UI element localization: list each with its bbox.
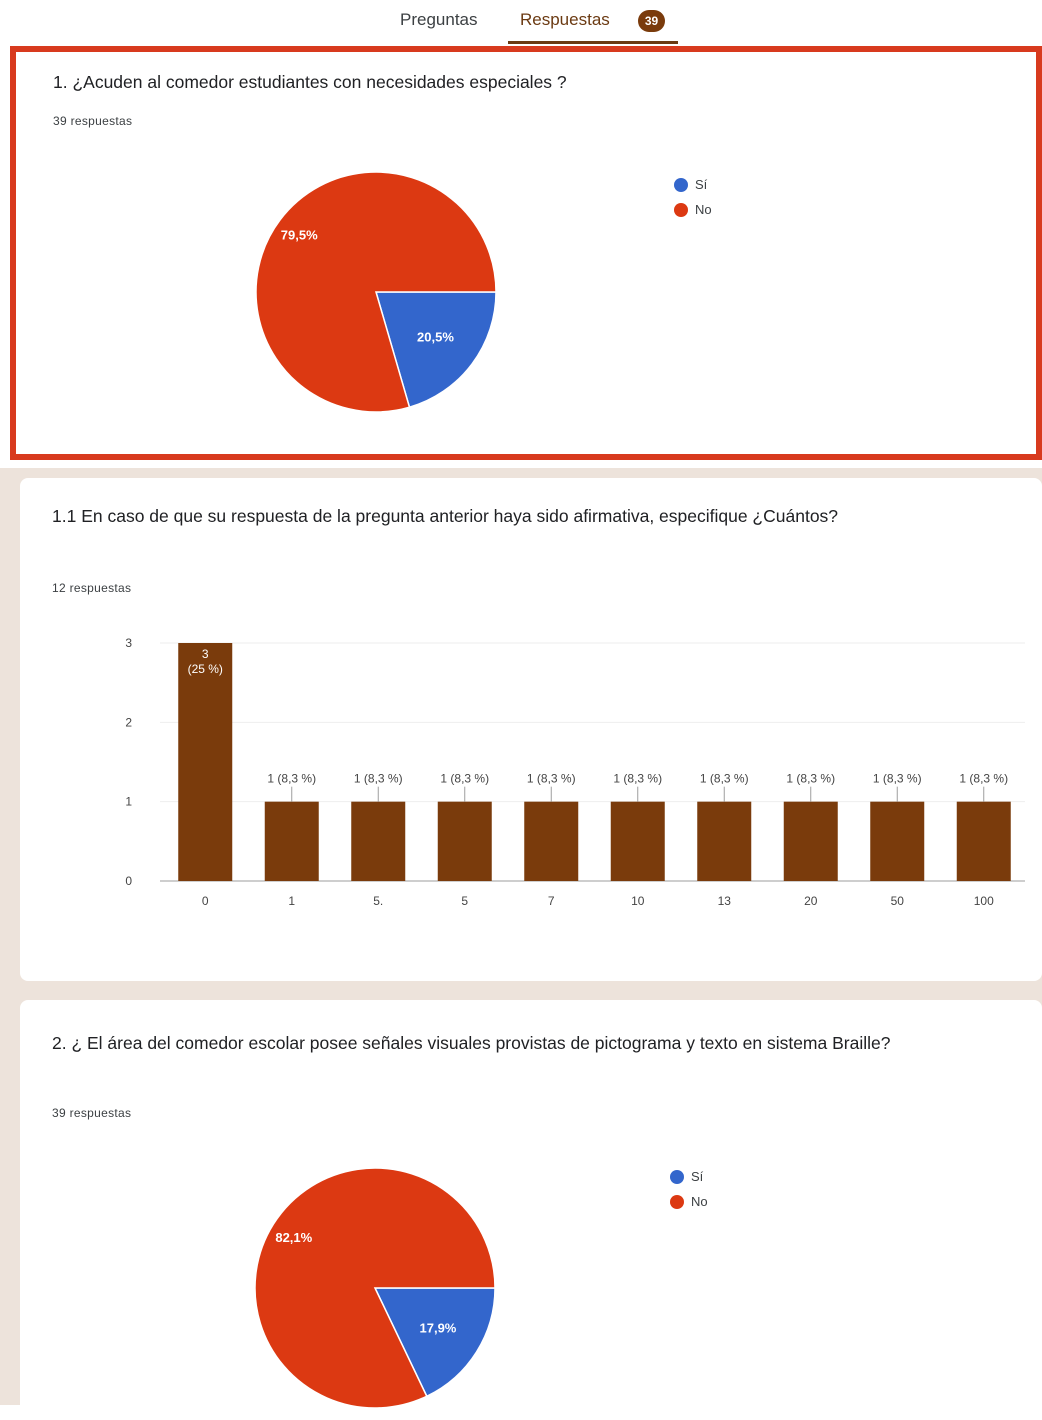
bar xyxy=(783,801,838,881)
bar xyxy=(610,801,665,881)
x-tick-label: 13 xyxy=(718,894,732,908)
bar-value-label: 1 (8,3 %) xyxy=(873,772,922,786)
question-card-2: 1.1 En caso de que su respuesta de la pr… xyxy=(20,478,1042,981)
legend-label: No xyxy=(691,1194,708,1209)
top-tab-bar: Preguntas Respuestas 39 xyxy=(0,0,1042,46)
chart-legend: Sí No xyxy=(674,172,712,222)
y-tick-label: 0 xyxy=(125,874,132,888)
bar-value-label: 3 xyxy=(202,647,209,661)
chart-legend: Sí No xyxy=(670,1164,708,1214)
pie-slice-si xyxy=(375,291,497,409)
legend-item-si: Sí xyxy=(670,1164,708,1189)
pie-chart: 20,5% 79,5% xyxy=(255,171,497,413)
bar-value-label: 1 (8,3 %) xyxy=(613,772,662,786)
question-card-1: 1. ¿Acuden al comedor estudiantes con ne… xyxy=(10,46,1042,460)
pie-slice-label: 79,5% xyxy=(281,227,318,242)
question-card-3: 2. ¿ El área del comedor escolar posee s… xyxy=(20,1000,1042,1420)
legend-dot-icon xyxy=(674,177,688,192)
bar xyxy=(178,643,233,881)
legend-item-si: Sí xyxy=(674,172,712,197)
legend-label: Sí xyxy=(695,177,708,192)
responses-count-badge: 39 xyxy=(638,10,665,32)
legend-label: No xyxy=(695,202,712,217)
bar xyxy=(697,801,752,881)
legend-dot-icon xyxy=(670,1169,684,1184)
x-tick-label: 1 xyxy=(288,894,295,908)
x-tick-label: 50 xyxy=(891,894,905,908)
bar-value-label: 1 (8,3 %) xyxy=(700,772,749,786)
pie-slice-no xyxy=(254,1167,496,1409)
bar-value-label: (25 %) xyxy=(188,662,223,676)
pie-slice-label: 17,9% xyxy=(420,1321,457,1336)
y-tick-label: 3 xyxy=(125,636,132,650)
bar-value-label: 1 (8,3 %) xyxy=(440,772,489,786)
pie-slice-label: 82,1% xyxy=(275,1230,312,1245)
response-count: 39 respuestas xyxy=(52,1106,132,1120)
x-tick-label: 5 xyxy=(461,894,468,908)
tab-preguntas[interactable]: Preguntas xyxy=(400,10,478,29)
x-tick-label: 10 xyxy=(631,894,645,908)
bar xyxy=(351,801,406,881)
bar xyxy=(870,801,925,881)
question-title: 1. ¿Acuden al comedor estudiantes con ne… xyxy=(53,72,567,92)
pie-slice-si xyxy=(373,1287,496,1398)
bar xyxy=(264,801,319,881)
bar xyxy=(437,801,492,881)
bar-value-label: 1 (8,3 %) xyxy=(786,772,835,786)
legend-label: Sí xyxy=(691,1169,704,1184)
bar-value-label: 1 (8,3 %) xyxy=(959,772,1008,786)
legend-dot-icon xyxy=(674,202,688,217)
question-title: 1.1 En caso de que su respuesta de la pr… xyxy=(52,506,839,526)
tab-respuestas[interactable]: Respuestas xyxy=(520,10,610,29)
x-tick-label: 5. xyxy=(373,894,383,908)
y-tick-label: 1 xyxy=(125,795,132,809)
legend-item-no: No xyxy=(674,197,712,222)
x-tick-label: 0 xyxy=(202,894,209,908)
y-tick-label: 2 xyxy=(125,715,132,729)
bar xyxy=(524,801,579,881)
x-tick-label: 7 xyxy=(548,894,555,908)
active-tab-indicator xyxy=(508,41,678,44)
x-tick-label: 100 xyxy=(974,894,994,908)
pie-slice-no xyxy=(255,171,497,413)
x-tick-label: 20 xyxy=(804,894,818,908)
legend-dot-icon xyxy=(670,1194,684,1209)
bar xyxy=(956,801,1011,881)
pie-slice-label: 20,5% xyxy=(417,330,454,345)
pie-chart: 17,9% 82,1% xyxy=(254,1167,496,1409)
bar-value-label: 1 (8,3 %) xyxy=(527,772,576,786)
legend-item-no: No xyxy=(670,1189,708,1214)
response-count: 39 respuestas xyxy=(53,114,133,128)
bar-value-label: 1 (8,3 %) xyxy=(267,772,316,786)
response-count: 12 respuestas xyxy=(52,581,132,595)
question-title: 2. ¿ El área del comedor escolar posee s… xyxy=(52,1033,891,1053)
bar-value-label: 1 (8,3 %) xyxy=(354,772,403,786)
